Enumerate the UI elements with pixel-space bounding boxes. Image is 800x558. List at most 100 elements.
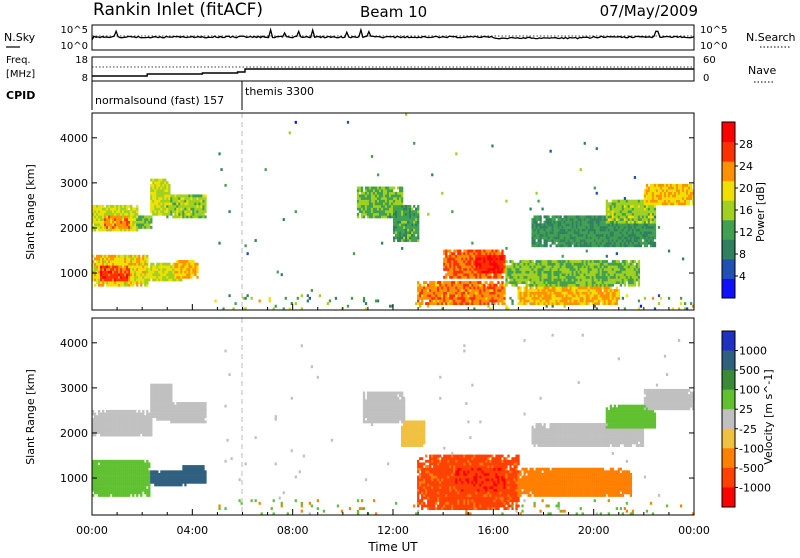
heatmap-cell	[162, 192, 164, 195]
heatmap-cell	[652, 205, 654, 208]
heatmap-cell	[568, 242, 570, 245]
heatmap-cell	[453, 297, 455, 300]
heatmap-cell	[417, 239, 419, 242]
sky-noise-line	[92, 30, 694, 40]
heatmap-cell	[150, 179, 152, 182]
heatmap-cell	[415, 213, 417, 216]
heatmap-cell	[491, 284, 493, 287]
heatmap-cell	[184, 276, 186, 279]
heatmap-cell	[196, 205, 198, 208]
heatmap-cell	[116, 428, 118, 431]
heatmap-cell	[457, 260, 459, 263]
heatmap-cell	[114, 284, 116, 287]
heatmap-cell	[594, 273, 596, 276]
heatmap-cell	[120, 276, 122, 279]
heatmap-cell	[124, 410, 126, 413]
heatmap-cell	[469, 257, 471, 260]
heatmap-cell	[612, 302, 614, 305]
heatmap-cell	[489, 289, 491, 292]
heatmap-cell	[523, 263, 525, 266]
heatmap-cell	[517, 294, 519, 297]
heatmap-cell	[192, 273, 194, 276]
heatmap-cell	[674, 187, 676, 190]
heatmap-cell	[449, 265, 451, 268]
heatmap-cell	[544, 223, 546, 226]
heatmap-cell	[144, 221, 146, 224]
heatmap-cell	[224, 184, 226, 187]
heatmap-cell	[475, 292, 477, 295]
heatmap-cell	[582, 289, 584, 292]
heatmap-cell	[186, 263, 188, 266]
heatmap-cell	[600, 226, 602, 229]
heatmap-cell	[168, 202, 170, 205]
heatmap-cell	[126, 208, 128, 211]
heatmap-cell	[120, 226, 122, 229]
heatmap-cell	[680, 184, 682, 187]
heatmap-cell	[427, 292, 429, 295]
heatmap-cell	[646, 236, 648, 239]
heatmap-cell	[612, 284, 614, 287]
heatmap-cell	[391, 194, 393, 197]
heatmap-cell	[600, 268, 602, 271]
heatmap-cell	[114, 208, 116, 211]
heatmap-cell	[126, 423, 128, 426]
heatmap-cell	[120, 418, 122, 421]
heatmap-cell	[130, 257, 132, 260]
heatmap-cell	[455, 299, 457, 302]
heatmap-cell	[618, 297, 620, 300]
heatmap-cell	[586, 278, 588, 281]
heatmap-cell	[459, 276, 461, 279]
colorbar-tick-label: 28	[739, 138, 753, 151]
heatmap-cell	[503, 268, 505, 271]
heatmap-cell	[598, 239, 600, 242]
heatmap-cell	[648, 200, 650, 203]
heatmap-cell	[612, 236, 614, 239]
heatmap-cell	[640, 234, 642, 237]
heatmap-cell	[178, 273, 180, 276]
heatmap-cell	[473, 273, 475, 276]
heatmap-cell	[126, 210, 128, 213]
heatmap-cell	[552, 239, 554, 242]
heatmap-cell	[128, 476, 130, 479]
heatmap-cell	[546, 281, 548, 284]
heatmap-cell	[124, 481, 126, 484]
heatmap-cell	[596, 284, 598, 287]
heatmap-cell	[574, 236, 576, 239]
heatmap-cell	[638, 218, 640, 221]
heatmap-cell	[126, 218, 128, 221]
heatmap-cell	[580, 294, 582, 297]
heatmap-cell	[134, 420, 136, 423]
freq-tick-low: 8	[82, 73, 88, 84]
heatmap-cell	[672, 200, 674, 203]
heatmap-cell	[100, 426, 102, 429]
heatmap-cell	[588, 260, 590, 263]
heatmap-cell	[644, 192, 646, 195]
heatmap-cell	[124, 494, 126, 497]
heatmap-cell	[632, 263, 634, 266]
heatmap-cell	[558, 229, 560, 232]
heatmap-cell	[120, 208, 122, 211]
heatmap-cell	[602, 294, 604, 297]
heatmap-cell	[544, 268, 546, 271]
heatmap-cell	[582, 223, 584, 226]
heatmap-cell	[634, 268, 636, 271]
heatmap-cell	[391, 208, 393, 211]
heatmap-cell	[114, 431, 116, 434]
heatmap-cell	[586, 294, 588, 297]
heatmap-cell	[136, 428, 138, 431]
heatmap-cell	[110, 491, 112, 494]
heatmap-cell	[558, 221, 560, 224]
heatmap-cell	[283, 218, 285, 221]
heatmap-cell	[106, 213, 108, 216]
heatmap-cell	[592, 289, 594, 292]
heatmap-cell	[126, 278, 128, 281]
heatmap-cell	[192, 215, 194, 218]
heatmap-cell	[618, 208, 620, 211]
heatmap-cell	[600, 244, 602, 247]
heatmap-cell	[562, 218, 564, 221]
heatmap-cell	[572, 292, 574, 295]
heatmap-cell	[670, 184, 672, 187]
heatmap-cell	[610, 263, 612, 266]
heatmap-cell	[525, 294, 527, 297]
heatmap-cell	[622, 231, 624, 234]
